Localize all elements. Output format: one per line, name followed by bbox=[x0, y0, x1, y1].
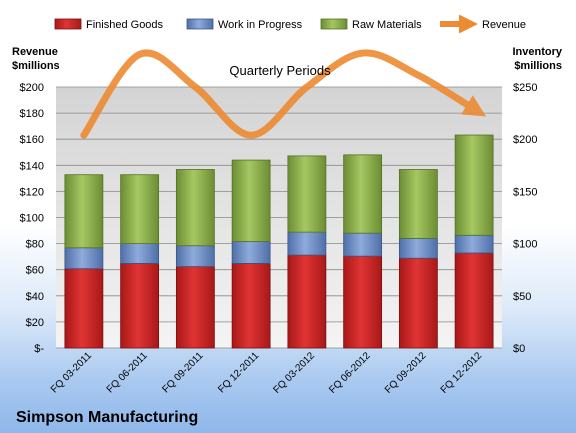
left-tick-label: $80 bbox=[26, 239, 44, 251]
right-tick-label: $150 bbox=[513, 186, 537, 198]
bar-work-in-progress bbox=[120, 243, 160, 264]
bar-work-in-progress bbox=[231, 241, 271, 264]
bars bbox=[64, 134, 494, 349]
bar-finished-goods bbox=[343, 255, 383, 349]
legend-swatch-work-in-progress bbox=[186, 18, 214, 30]
x-tick-label: FQ 03-2011 bbox=[49, 350, 94, 395]
chart-title: Quarterly Periods bbox=[229, 63, 331, 78]
legend-label: Work in Progress bbox=[218, 19, 303, 31]
x-tick-label: FQ 06-2011 bbox=[105, 350, 150, 395]
right-tick-label: $0 bbox=[513, 343, 525, 355]
x-tick-label: FQ 09-2011 bbox=[161, 350, 206, 395]
left-tick-label: $20 bbox=[26, 317, 44, 329]
x-tick-label: FQ 09-2012 bbox=[383, 350, 429, 396]
bar-raw-materials bbox=[343, 154, 383, 234]
left-tick-label: $- bbox=[34, 343, 44, 355]
right-axis-ticks: $0 $50 $100 $150 $200 $250 bbox=[513, 82, 537, 355]
bar-work-in-progress bbox=[64, 247, 104, 270]
company-name: Simpson Manufacturing bbox=[16, 409, 198, 426]
right-axis-label-line1: Inventory bbox=[512, 46, 562, 58]
legend-swatch-finished-goods bbox=[54, 18, 82, 30]
bar-work-in-progress bbox=[343, 232, 383, 257]
left-axis-ticks: $- $20 $40 $60 $80 $100 $120 $140 $160 $180 $200 bbox=[20, 82, 45, 355]
bar-raw-materials bbox=[287, 155, 327, 233]
right-tick-label: $50 bbox=[513, 291, 531, 303]
bar-raw-materials bbox=[454, 134, 494, 236]
legend-label: Raw Materials bbox=[352, 19, 422, 31]
left-tick-label: $60 bbox=[26, 265, 44, 277]
bar-finished-goods bbox=[398, 257, 438, 349]
right-tick-label: $200 bbox=[513, 134, 537, 146]
bar-work-in-progress bbox=[287, 231, 327, 256]
bar-raw-materials bbox=[398, 169, 438, 239]
bar-finished-goods bbox=[231, 263, 271, 349]
revenue-line-group bbox=[80, 49, 487, 139]
bar-raw-materials bbox=[64, 174, 104, 249]
x-tick-label: FQ 03-2012 bbox=[271, 350, 317, 396]
x-axis-ticks: FQ 03-2011 FQ 06-2011 FQ 09-2011 FQ 12-2011… bbox=[49, 350, 485, 396]
x-tick-label: FQ 06-2012 bbox=[327, 350, 373, 396]
left-tick-label: $180 bbox=[20, 108, 44, 120]
bar-raw-materials bbox=[175, 169, 215, 247]
bar-work-in-progress bbox=[454, 234, 494, 254]
left-tick-label: $160 bbox=[20, 134, 44, 146]
right-tick-label: $100 bbox=[513, 239, 537, 251]
x-tick-label: FQ 12-2012 bbox=[439, 350, 485, 396]
x-tick-label: FQ 12-2011 bbox=[216, 350, 261, 395]
bar-finished-goods bbox=[175, 266, 215, 349]
left-tick-label: $120 bbox=[20, 186, 44, 198]
bar-finished-goods bbox=[287, 254, 327, 349]
bar-finished-goods bbox=[120, 263, 160, 349]
bar-work-in-progress bbox=[175, 245, 215, 267]
legend-label: Revenue bbox=[482, 19, 526, 31]
revenue-line bbox=[80, 49, 487, 139]
bar-finished-goods bbox=[454, 252, 494, 349]
bar-finished-goods bbox=[64, 268, 104, 349]
legend-label: Finished Goods bbox=[86, 19, 164, 31]
left-tick-label: $100 bbox=[20, 213, 44, 225]
left-axis-label-line2: $millions bbox=[12, 60, 60, 72]
left-tick-label: $200 bbox=[20, 82, 44, 94]
right-tick-label: $250 bbox=[513, 82, 537, 94]
left-axis-label-line1: Revenue bbox=[12, 46, 58, 58]
left-tick-label: $40 bbox=[26, 291, 44, 303]
bar-raw-materials bbox=[120, 174, 160, 244]
bar-work-in-progress bbox=[398, 237, 438, 259]
legend-swatch-raw-materials bbox=[320, 18, 348, 30]
left-tick-label: $140 bbox=[20, 160, 44, 172]
bar-raw-materials bbox=[231, 159, 271, 242]
legend: Finished Goods Work in Progress Raw Materi… bbox=[54, 14, 526, 34]
right-axis-label-line2: $millions bbox=[514, 60, 562, 72]
